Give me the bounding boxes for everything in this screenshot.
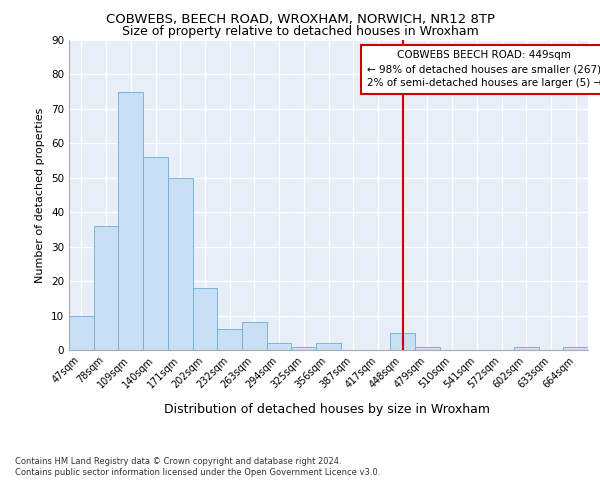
Bar: [193, 288, 217, 350]
Text: COBWEBS, BEECH ROAD, WROXHAM, NORWICH, NR12 8TP: COBWEBS, BEECH ROAD, WROXHAM, NORWICH, N…: [106, 12, 494, 26]
Bar: [316, 343, 341, 350]
Bar: [415, 346, 440, 350]
Bar: [242, 322, 267, 350]
Bar: [69, 316, 94, 350]
Text: Size of property relative to detached houses in Wroxham: Size of property relative to detached ho…: [122, 25, 478, 38]
Bar: [390, 333, 415, 350]
Bar: [514, 346, 539, 350]
Text: Contains HM Land Registry data © Crown copyright and database right 2024.
Contai: Contains HM Land Registry data © Crown c…: [15, 458, 380, 477]
Bar: [143, 157, 168, 350]
Bar: [168, 178, 193, 350]
Bar: [94, 226, 118, 350]
Y-axis label: Number of detached properties: Number of detached properties: [35, 108, 46, 282]
Bar: [118, 92, 143, 350]
Bar: [217, 330, 242, 350]
Bar: [563, 346, 588, 350]
Bar: [267, 343, 292, 350]
Bar: [292, 346, 316, 350]
Text: Distribution of detached houses by size in Wroxham: Distribution of detached houses by size …: [164, 402, 490, 415]
Text: COBWEBS BEECH ROAD: 449sqm
← 98% of detached houses are smaller (267)
2% of semi: COBWEBS BEECH ROAD: 449sqm ← 98% of deta…: [367, 50, 600, 88]
